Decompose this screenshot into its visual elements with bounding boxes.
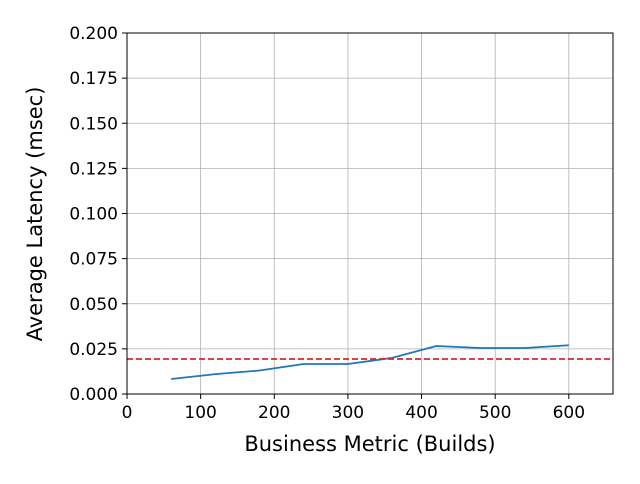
x-tick-label: 600 — [553, 403, 585, 423]
x-tick-label: 300 — [332, 403, 364, 423]
y-tick-label: 0.025 — [69, 340, 118, 360]
line-series — [171, 344, 569, 380]
y-tick-label: 0.050 — [69, 295, 118, 315]
x-tick-label: 200 — [258, 403, 290, 423]
x-tick-label: 0 — [122, 403, 133, 423]
x-tick-label: 100 — [184, 403, 216, 423]
y-tick-label: 0.175 — [69, 69, 118, 89]
y-axis-label: Average Latency (msec) — [23, 87, 47, 342]
y-tick-label: 0.125 — [69, 159, 118, 179]
y-tick-label: 0.150 — [69, 114, 118, 134]
x-tick-label: 500 — [479, 403, 511, 423]
y-tick-label: 0.075 — [69, 250, 118, 270]
x-axis-label: Business Metric (Builds) — [244, 432, 495, 456]
y-tick-label: 0.100 — [69, 205, 118, 225]
y-tick-label: 0.200 — [69, 24, 118, 44]
plot-frame — [126, 32, 614, 395]
y-tick-label: 0.000 — [69, 385, 118, 405]
x-tick-label: 400 — [405, 403, 437, 423]
